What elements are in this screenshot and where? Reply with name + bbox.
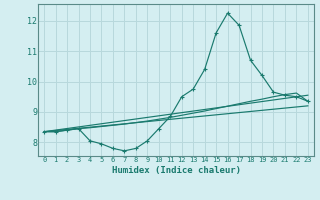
X-axis label: Humidex (Indice chaleur): Humidex (Indice chaleur) bbox=[111, 166, 241, 175]
